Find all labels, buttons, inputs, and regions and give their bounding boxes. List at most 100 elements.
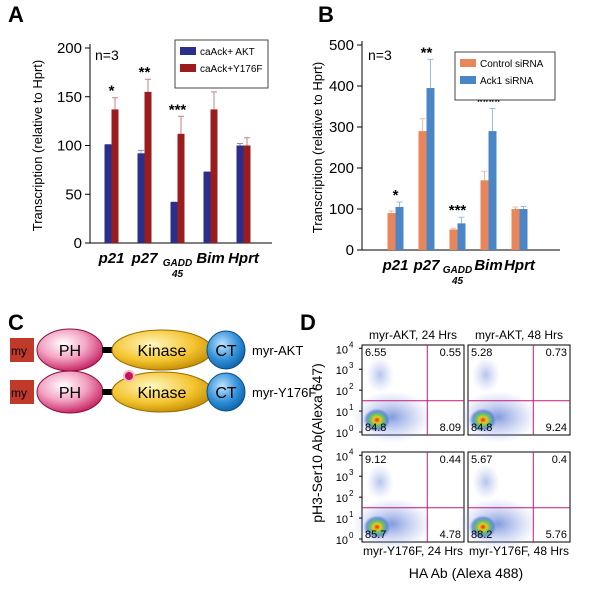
panel-letter: D [300, 310, 316, 335]
bar [418, 131, 427, 250]
error-bar [427, 58, 434, 89]
plot-title: myr-AKT, 48 Hrs [475, 328, 563, 342]
y-tick-exponent: 2 [349, 489, 354, 498]
y-tick-label: 150 [57, 89, 82, 106]
y-tick-base: 10 [336, 472, 348, 484]
bar [170, 202, 178, 243]
y-axis-label: Transcription (relative to Hprt) [310, 62, 325, 233]
domain-label: CT [215, 385, 237, 402]
legend-swatch [460, 76, 476, 84]
error-bar [489, 108, 496, 132]
x-axis-label: HA Ab (Alexa 488) [409, 565, 523, 581]
x-tick-label: p21 [98, 250, 125, 267]
bar [511, 209, 520, 250]
bar [243, 145, 251, 243]
error-bar [520, 206, 527, 209]
y-tick-exponent: 1 [349, 403, 354, 412]
cell-haze [366, 464, 394, 500]
bar [236, 145, 244, 243]
error-bar [450, 227, 457, 230]
annotation: n=3 [95, 47, 119, 63]
y-tick-exponent: 3 [349, 468, 354, 477]
error-bar [396, 201, 403, 207]
legend-swatch [180, 47, 196, 55]
y-tick-label: 400 [329, 78, 354, 95]
quadrant-percent: 84.8 [471, 422, 492, 434]
y-tick-base: 10 [336, 451, 348, 463]
myr-domain [10, 338, 34, 362]
y-tick-label: 200 [329, 160, 354, 177]
cell-density [469, 408, 497, 432]
quadrant-percent: 4.78 [440, 529, 461, 541]
y-tick-label: 300 [329, 119, 354, 136]
quadrant-percent: 9.12 [365, 454, 386, 466]
y-tick-exponent: 0 [349, 531, 354, 540]
bar [519, 209, 528, 250]
annotation: n=3 [368, 47, 392, 63]
cell-density [363, 515, 391, 539]
bar [137, 153, 145, 243]
error-bar [178, 115, 184, 134]
legend-label: caAck+Y176F [200, 64, 263, 75]
error-bar [458, 216, 465, 224]
bar [480, 180, 489, 250]
y-tick-base: 10 [336, 514, 348, 526]
error-bar [211, 91, 217, 110]
y-tick-base: 10 [336, 535, 348, 547]
construct-label: myr-Y176F [252, 385, 316, 400]
domain-label: Kinase [138, 385, 187, 402]
error-bar [244, 137, 250, 146]
bar [111, 109, 119, 243]
bar [210, 109, 218, 243]
bar [387, 213, 396, 250]
ct-domain [206, 372, 246, 412]
cell-haze [472, 357, 500, 393]
bar [457, 223, 466, 250]
mutation-site [123, 370, 135, 382]
y-tick-exponent: 1 [349, 510, 354, 519]
cell-haze [472, 464, 500, 500]
bar [203, 171, 211, 243]
significance-label: *** [449, 202, 467, 219]
legend-label: Ack1 siRNA [480, 76, 534, 87]
significance-label: * [393, 187, 399, 204]
y-tick-base: 10 [336, 428, 348, 440]
y-tick-exponent: 3 [349, 361, 354, 370]
error-bar [138, 149, 144, 154]
cell-density [363, 408, 391, 432]
domain-label: PH [59, 343, 81, 360]
y-tick-label: 500 [329, 37, 354, 54]
quadrant-percent: 0.73 [546, 347, 567, 359]
x-tick-label: GADD 45 [443, 265, 472, 287]
significance-label: *** [169, 101, 187, 118]
error-bar [237, 143, 243, 146]
quadrant-percent: 6.55 [365, 347, 386, 359]
panel-letter: A [8, 2, 24, 27]
quadrant-percent: 84.8 [365, 422, 386, 434]
error-bar [419, 118, 426, 132]
significance-label: * [109, 83, 115, 100]
panel-letter: C [8, 310, 24, 335]
bar [104, 144, 112, 243]
plot-title: myr-Y176F, 24 Hrs [363, 544, 463, 558]
x-tick-label: GADD 45 [163, 258, 192, 280]
y-tick-label: 100 [329, 201, 354, 218]
myr-domain [10, 380, 34, 404]
x-tick-label: Bim [474, 257, 502, 274]
error-bar [388, 210, 395, 214]
y-tick-base: 10 [336, 493, 348, 505]
quadrant-percent: 8.09 [440, 422, 461, 434]
y-tick-label: 200 [57, 40, 82, 57]
legend-label: Control siRNA [480, 59, 544, 70]
domain-label: my [11, 386, 27, 400]
x-tick-label: Bim [196, 250, 224, 267]
significance-label: ** [139, 64, 151, 81]
x-tick-label: p27 [131, 250, 159, 267]
y-tick-label: 100 [57, 138, 82, 155]
domain-label: CT [215, 343, 237, 360]
significance-label: ** [421, 44, 433, 61]
domain-label: PH [59, 385, 81, 402]
error-bar [145, 78, 151, 92]
